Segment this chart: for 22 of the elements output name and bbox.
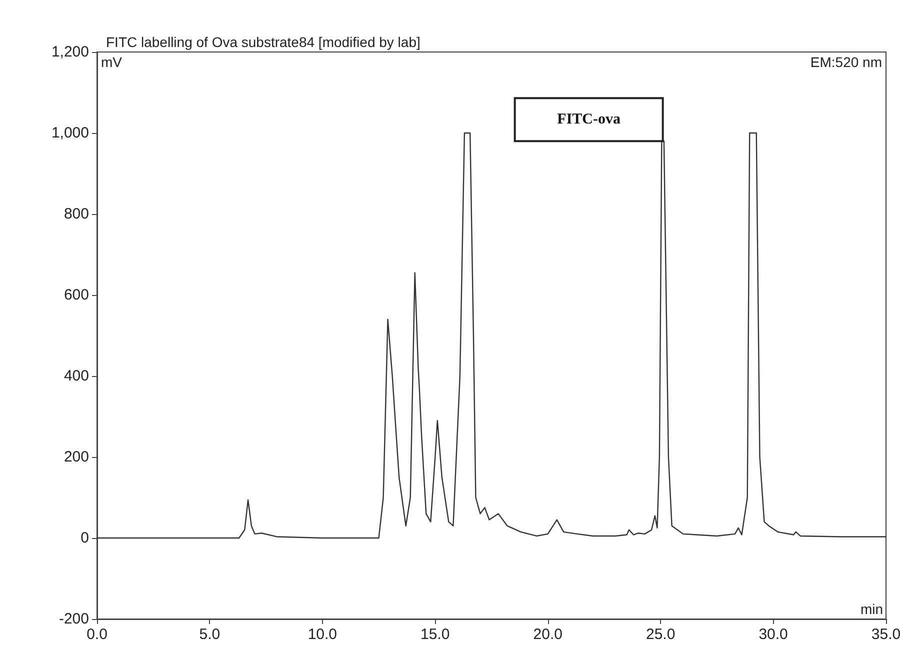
y-tick-label: 600 bbox=[64, 286, 89, 304]
y-tick-label: 0 bbox=[80, 530, 89, 546]
line-series bbox=[96, 132, 887, 539]
x-tick-label: 0.0 bbox=[86, 626, 108, 643]
y-tick-label: -200 bbox=[58, 610, 89, 628]
y-tick-label: 800 bbox=[64, 206, 89, 222]
x-tick-label: 20.0 bbox=[533, 626, 562, 643]
x-tick-label: 30.0 bbox=[758, 626, 788, 643]
annotation: EM:520 nm bbox=[810, 54, 882, 70]
x-tick-label: 15.0 bbox=[420, 626, 450, 643]
chart-title: FITC labelling of Ova substrate84 [modified by lab] bbox=[106, 34, 420, 50]
x-axis-title: min bbox=[860, 601, 884, 617]
x-tick-label: 35.0 bbox=[871, 626, 901, 643]
x-tick-label: 10.0 bbox=[308, 626, 338, 643]
x-tick-label: 5.0 bbox=[199, 626, 220, 643]
x-tick-label: 25.0 bbox=[646, 626, 676, 643]
annotation: FITC-ova bbox=[557, 112, 621, 128]
y-tick-label: 200 bbox=[64, 448, 89, 466]
y-tick-label: 1,200 bbox=[51, 44, 89, 60]
y-tick-label: 1,000 bbox=[51, 124, 89, 142]
y-tick-label: 400 bbox=[64, 368, 89, 384]
y-axis-title: mV bbox=[101, 54, 123, 70]
